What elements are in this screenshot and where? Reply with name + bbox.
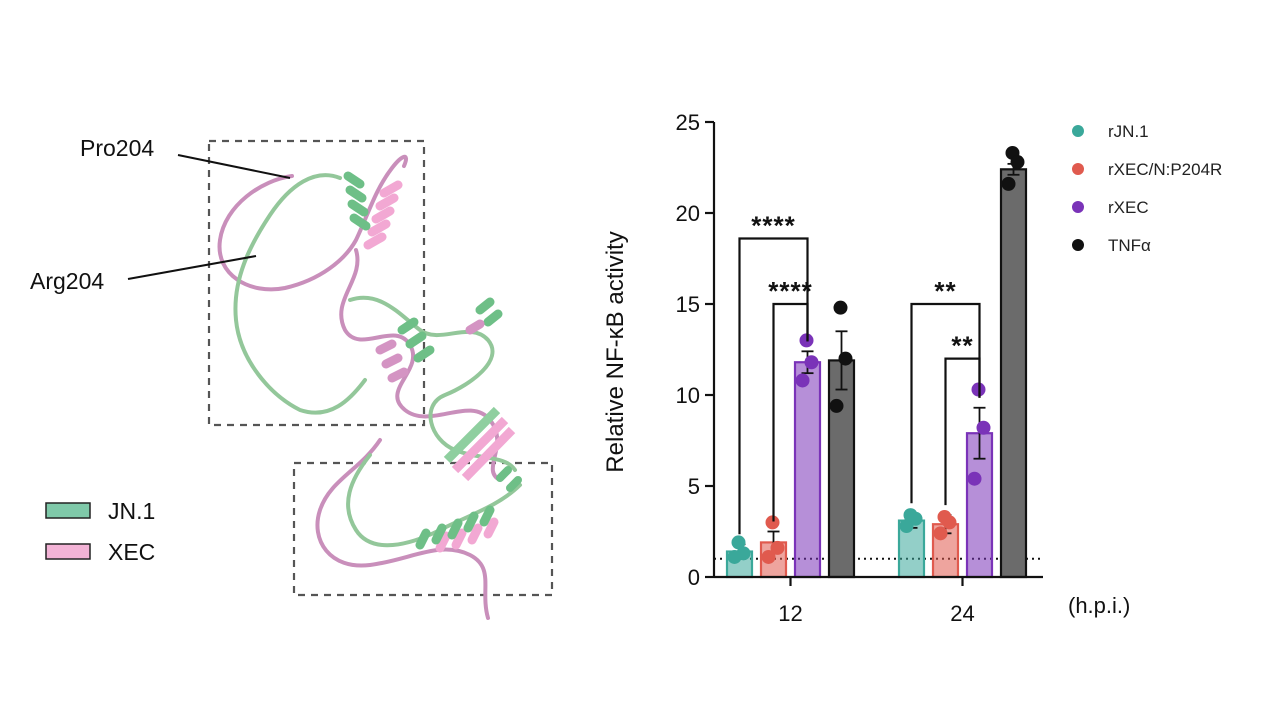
data-point-rxec-n-p204r — [765, 515, 780, 530]
xec-ribbon-loop-upper — [217, 154, 409, 292]
bar-tnf-24 — [999, 168, 1028, 579]
pro204-label: Pro204 — [80, 135, 154, 161]
data-point-rxec — [795, 373, 810, 388]
legend-label-jn-1: JN.1 — [108, 498, 155, 524]
data-point-tnf — [1010, 155, 1025, 170]
data-point-tnf — [833, 300, 848, 315]
significance-brackets: ******** **** — [738, 210, 981, 535]
xec-ribbon-core — [339, 248, 502, 482]
data-point-tnf — [838, 351, 853, 366]
series-legend: rJN.1 rXEC/N:P204R rXEC TNFα — [1072, 122, 1222, 255]
legend-swatch-jn-1 — [45, 502, 91, 519]
legend-marker-tnf — [1072, 239, 1084, 251]
x-tick-label: 12 — [778, 601, 802, 626]
data-point-tnf — [829, 398, 844, 413]
legend-marker-rxec-n-p204r — [1072, 163, 1084, 175]
significance-label: ** — [934, 276, 956, 306]
bar-group-rxec-n-p204r-24 — [931, 509, 960, 579]
y-tick-label: 20 — [676, 201, 700, 226]
bar-group-rjn-1-24 — [897, 508, 926, 579]
x-tick-label: 24 — [950, 601, 974, 626]
significance-bracket: ** — [910, 276, 981, 504]
pro204-leader — [177, 154, 291, 179]
legend-label-tnf: TNFα — [1108, 236, 1151, 255]
bar-group-rxec-n-p204r-12 — [759, 515, 788, 579]
data-point-rxec-n-p204r — [942, 515, 957, 530]
bar-group-rxec-12 — [793, 333, 822, 579]
significance-bracket: **** — [738, 210, 809, 535]
data-point-rjn-1 — [899, 519, 914, 534]
bar-group-tnf-12 — [827, 300, 856, 579]
x-axis: 12 24 — [714, 575, 1043, 626]
y-tick-label: 5 — [688, 474, 700, 499]
structure-legend: JN.1 XEC — [45, 498, 155, 565]
helix-core — [375, 297, 503, 383]
y-tick-label: 10 — [676, 383, 700, 408]
bar-tnf-12 — [827, 359, 856, 579]
y-tick-label: 25 — [676, 110, 700, 135]
bracket-line — [772, 302, 809, 522]
legend-swatch-xec — [45, 543, 91, 560]
legend-label-rxec-n-p204r: rXEC/N:P204R — [1108, 160, 1222, 179]
legend-label-rxec: rXEC — [1108, 198, 1149, 217]
legend-label-rjn-1: rJN.1 — [1108, 122, 1149, 141]
bar-group-tnf-24 — [999, 145, 1028, 579]
x-axis-unit-label: (h.p.i.) — [1068, 593, 1130, 618]
y-axis-title: Relative NF-κB activity — [602, 231, 629, 472]
jn1-ribbon-loop-upper — [233, 173, 367, 415]
arg204-label: Arg204 — [30, 268, 104, 294]
bracket-line — [738, 237, 809, 535]
y-axis: 0 5 10 15 20 25 — [676, 110, 716, 590]
helix-lower — [415, 466, 522, 553]
data-point-rxec — [804, 355, 819, 370]
protein-structure-panel: Pro204 Arg204 JN.1 XEC — [30, 135, 554, 620]
data-point-rxec — [967, 471, 982, 486]
legend-marker-rjn-1 — [1072, 125, 1084, 137]
bars — [725, 145, 1028, 579]
data-point-rxec-n-p204r — [761, 549, 776, 564]
significance-bracket: **** — [768, 276, 812, 522]
legend-marker-rxec — [1072, 201, 1084, 213]
y-tick-label: 0 — [688, 565, 700, 590]
bar-group-rxec-24 — [965, 382, 994, 579]
y-tick-label: 15 — [676, 292, 700, 317]
data-point-rxec-n-p204r — [770, 540, 785, 555]
data-point-rjn-1 — [727, 549, 742, 564]
jn1-ribbon-lower — [346, 453, 522, 548]
significance-label: **** — [768, 276, 812, 306]
data-point-rjn-1 — [731, 535, 746, 550]
bracket-line — [910, 302, 981, 504]
beta-sheet — [443, 406, 516, 482]
helix-upper — [343, 171, 403, 250]
data-point-rxec-n-p204r — [933, 526, 948, 541]
bracket-line — [944, 357, 981, 506]
data-point-tnf — [1001, 176, 1016, 191]
significance-bracket: ** — [944, 331, 981, 506]
legend-label-xec: XEC — [108, 539, 155, 565]
significance-label: ** — [951, 331, 973, 361]
bar-group-rjn-1-12 — [725, 535, 754, 579]
data-point-rxec — [976, 420, 991, 435]
arg204-leader — [127, 255, 257, 280]
xec-ribbon-lower — [315, 438, 490, 620]
bar-rxec-12 — [793, 361, 822, 579]
significance-label: **** — [751, 210, 795, 240]
upper-region-box — [207, 139, 426, 427]
